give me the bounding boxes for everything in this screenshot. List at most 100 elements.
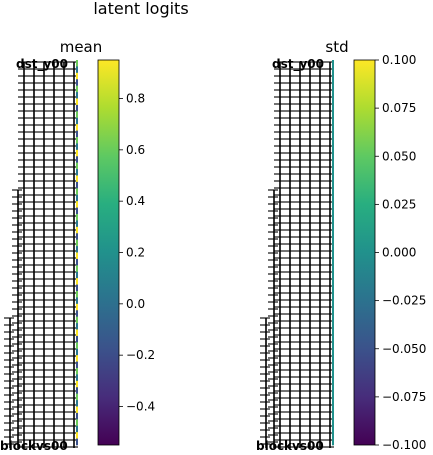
ytick-labels-std: dst_y00 blockvs00: [256, 57, 334, 453]
heatmap-cell: [332, 349, 334, 356]
ytick-label-bottom: blockvs00: [0, 439, 68, 453]
heatmap-cell: [76, 79, 78, 86]
heatmap-cell: [76, 233, 78, 240]
heatmap-cell: [332, 105, 334, 112]
heatmap-cell: [76, 86, 78, 93]
colorbar-tick-label: −0.050: [382, 342, 426, 356]
colorbar-tick-label: −0.075: [382, 390, 426, 404]
heatmap-cell: [76, 368, 78, 375]
heatmap-cell: [76, 413, 78, 420]
heatmap-cell: [332, 297, 334, 304]
heatmap-cell: [332, 208, 334, 215]
colorbar-tick-label: 0.050: [382, 149, 416, 163]
colorbar-tick-label: −0.100: [382, 438, 426, 452]
heatmap-cell: [332, 60, 334, 67]
heatmap-cell: [332, 419, 334, 426]
colorbar-tick-label: −0.4: [126, 400, 155, 414]
figure-title: latent logits: [93, 0, 188, 18]
heatmap-cell: [76, 253, 78, 260]
colorbar-mean: [98, 60, 119, 445]
heatmap-cell: [76, 297, 78, 304]
colorbar-tick-label: 0.4: [126, 194, 145, 208]
heatmap-cell: [332, 317, 334, 324]
heatmap-cell: [332, 362, 334, 369]
heatmap-cell: [76, 99, 78, 106]
heatmap-cell: [332, 246, 334, 253]
heatmap-cell: [332, 368, 334, 375]
heatmap-cell: [76, 342, 78, 349]
heatmap-cell: [76, 201, 78, 208]
heatmap-cell: [76, 156, 78, 163]
heatmap-cell: [76, 362, 78, 369]
heatmap-cell: [332, 240, 334, 247]
heatmap-cell: [76, 118, 78, 125]
colorbar-tick-label: 0.100: [382, 53, 416, 67]
heatmap-cell: [332, 272, 334, 279]
heatmap-cell: [332, 73, 334, 80]
heatmap-cell: [76, 259, 78, 266]
heatmap-cell: [76, 349, 78, 356]
heatmap-cell: [332, 92, 334, 99]
heatmap-cell: [332, 124, 334, 131]
heatmap-cell: [76, 214, 78, 221]
heatmap-cell: [332, 156, 334, 163]
heatmap-cell: [332, 265, 334, 272]
heatmap-cell: [76, 124, 78, 131]
heatmap-cell: [76, 426, 78, 433]
ytick-labels-mean: dst_y00 blockvs00: [0, 57, 78, 453]
colorbar-ticks-mean: −0.4 −0.2 0.0 0.2 0.4 0.6 0.8: [119, 92, 155, 414]
heatmap-cell: [76, 92, 78, 99]
heatmap-cell: [76, 265, 78, 272]
heatmap-cell: [332, 214, 334, 221]
colorbar-tick-label: 0.075: [382, 101, 416, 115]
ytick-label-top: dst_y00: [16, 57, 68, 72]
heatmap-cell: [332, 374, 334, 381]
heatmap-cell: [332, 381, 334, 388]
heatmap-cell: [76, 400, 78, 407]
heatmap-cells-std: [332, 60, 334, 445]
heatmap-cell: [332, 407, 334, 414]
heatmap-cell: [332, 342, 334, 349]
heatmap-cell: [332, 304, 334, 311]
colorbar-tick-label: 0.2: [126, 246, 145, 260]
heatmap-cell: [76, 330, 78, 337]
heatmap-cell: [332, 176, 334, 183]
heatmap-cell: [76, 291, 78, 298]
heatmap-cell: [332, 426, 334, 433]
heatmap-cell: [332, 387, 334, 394]
heatmap-cell: [332, 259, 334, 266]
heatmap-cell: [76, 143, 78, 150]
heatmap-cell: [76, 381, 78, 388]
heatmap-cells-mean: [76, 60, 78, 445]
colorbar-tick-label: −0.025: [382, 294, 426, 308]
heatmap-cell: [76, 220, 78, 227]
heatmap-cell: [332, 233, 334, 240]
panel-title-std: std: [325, 38, 348, 56]
heatmap-cell: [76, 285, 78, 292]
panel-title-mean: mean: [60, 38, 103, 56]
heatmap-cell: [76, 355, 78, 362]
heatmap-cell: [76, 374, 78, 381]
heatmap-cell: [332, 278, 334, 285]
heatmap-cell: [332, 169, 334, 176]
heatmap-cell: [76, 66, 78, 73]
heatmap-cell: [76, 137, 78, 144]
heatmap-cell: [332, 432, 334, 439]
heatmap-cell: [332, 394, 334, 401]
colorbar-tick-label: −0.2: [126, 348, 155, 362]
heatmap-cell: [76, 195, 78, 202]
heatmap-cell: [76, 336, 78, 343]
heatmap-cell: [76, 73, 78, 80]
heatmap-cell: [76, 387, 78, 394]
heatmap-cell: [332, 400, 334, 407]
heatmap-cell: [332, 285, 334, 292]
heatmap-cell: [332, 182, 334, 189]
heatmap-cell: [76, 227, 78, 234]
colorbar-tick-label: 0.0: [126, 297, 145, 311]
heatmap-cell: [76, 278, 78, 285]
heatmap-cell: [332, 86, 334, 93]
heatmap-cell: [332, 201, 334, 208]
heatmap-cell: [76, 304, 78, 311]
heatmap-cell: [332, 291, 334, 298]
